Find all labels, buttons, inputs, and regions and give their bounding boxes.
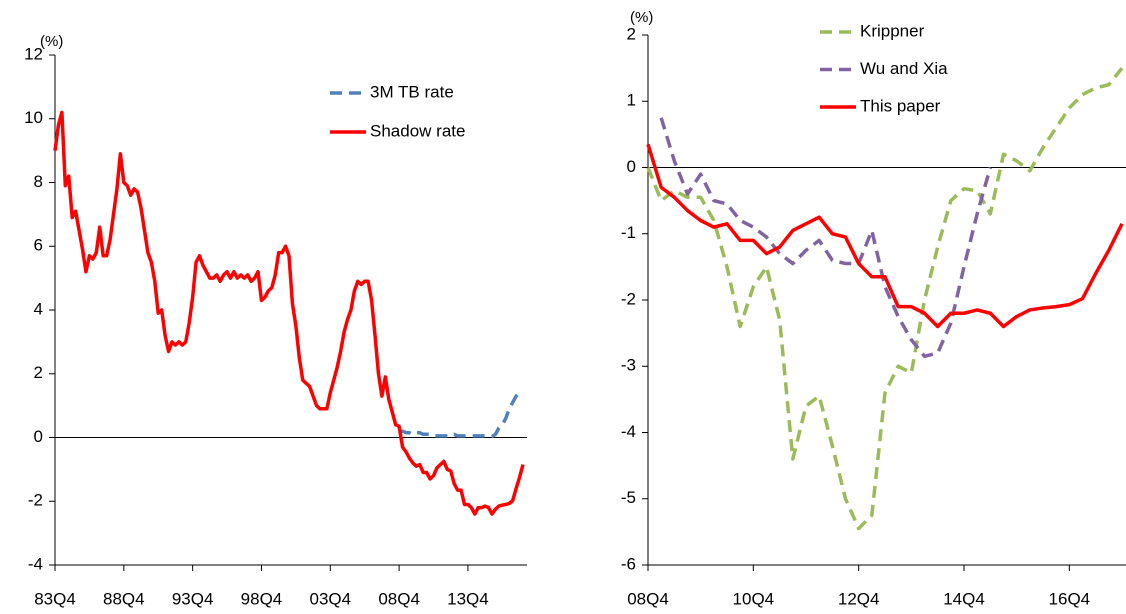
x-tick-label: 08Q4 (627, 589, 669, 608)
x-tick-label: 10Q4 (733, 589, 775, 608)
x-tick-label: 08Q4 (378, 589, 420, 608)
y-tick-label: -4 (28, 554, 43, 573)
x-tick-label: 03Q4 (309, 589, 351, 608)
x-tick-label: 88Q4 (103, 589, 145, 608)
series-line (646, 143, 1124, 329)
y-tick-label: 6 (34, 236, 43, 255)
y-tick-label: -4 (621, 422, 636, 441)
y-tick-label: -2 (621, 289, 636, 308)
y-tick-label: 1 (627, 91, 636, 110)
y-tick-label: -2 (28, 491, 43, 510)
y-tick-label: 2 (34, 363, 43, 382)
x-tick-label: 98Q4 (241, 589, 283, 608)
series-line (646, 67, 1124, 531)
y-tick-label: -6 (621, 554, 636, 573)
y-tick-label: 0 (627, 157, 636, 176)
y-tick-label: 4 (34, 299, 43, 318)
x-tick-label: 12Q4 (838, 589, 880, 608)
y-tick-label: -1 (621, 223, 636, 242)
legend-label: Krippner (860, 21, 925, 40)
legend-label: Wu and Xia (860, 59, 948, 78)
series-line (659, 117, 993, 359)
y-tick-label: 8 (34, 172, 43, 191)
y-tick-label: 10 (24, 108, 43, 127)
y-axis-label: (%) (630, 9, 653, 26)
legend-label: This paper (860, 96, 941, 115)
series-line (53, 110, 525, 516)
y-tick-label: 2 (627, 24, 636, 43)
x-tick-label: 83Q4 (34, 589, 76, 608)
y-tick-label: 12 (24, 44, 43, 63)
x-tick-label: 14Q4 (943, 589, 985, 608)
x-tick-label: 16Q4 (1049, 589, 1091, 608)
series-line (399, 389, 524, 439)
y-tick-label: -3 (621, 356, 636, 375)
y-tick-label: -5 (621, 488, 636, 507)
y-axis-label: (%) (40, 33, 63, 50)
legend-label: Shadow rate (370, 121, 465, 140)
legend-label: 3M TB rate (370, 82, 454, 101)
x-tick-label: 93Q4 (172, 589, 214, 608)
x-tick-label: 13Q4 (447, 589, 489, 608)
y-tick-label: 0 (34, 427, 43, 446)
